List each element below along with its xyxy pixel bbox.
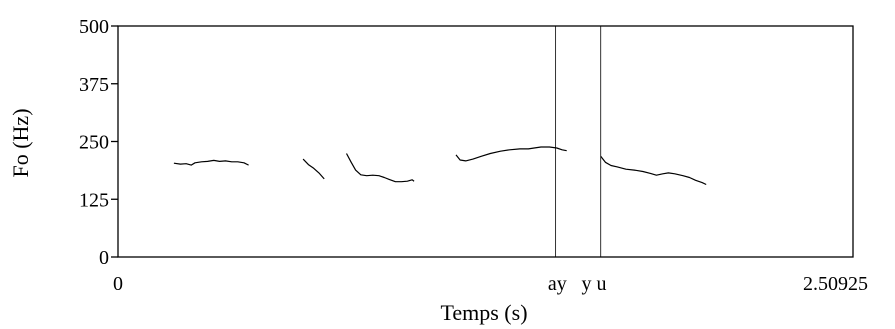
y-tick-label: 500 — [79, 16, 109, 38]
pitch-contour-segment — [345, 153, 415, 183]
y-axis-title: Fo (Hz) — [8, 108, 33, 177]
plot-area: 0 125 250 375 500 0 2.50925 ay y u — [79, 16, 868, 295]
pitch-contour-segment — [173, 159, 249, 166]
pitch-contour-segment — [600, 155, 707, 186]
pitch-contour-segment — [455, 146, 567, 162]
y-tick-label: 375 — [79, 74, 109, 96]
x-tick-label: 2.50925 — [803, 273, 868, 295]
segment-label: ay — [548, 273, 567, 295]
x-axis-title: Temps (s) — [440, 300, 527, 325]
segment-label: y u — [581, 273, 606, 295]
pitch-contour-segment — [302, 158, 325, 180]
y-tick-label: 250 — [79, 132, 109, 154]
x-tick-label: 0 — [113, 273, 123, 295]
y-tick-label: 125 — [79, 189, 109, 211]
y-tick-label: 0 — [99, 247, 109, 269]
plot-frame — [117, 25, 854, 258]
